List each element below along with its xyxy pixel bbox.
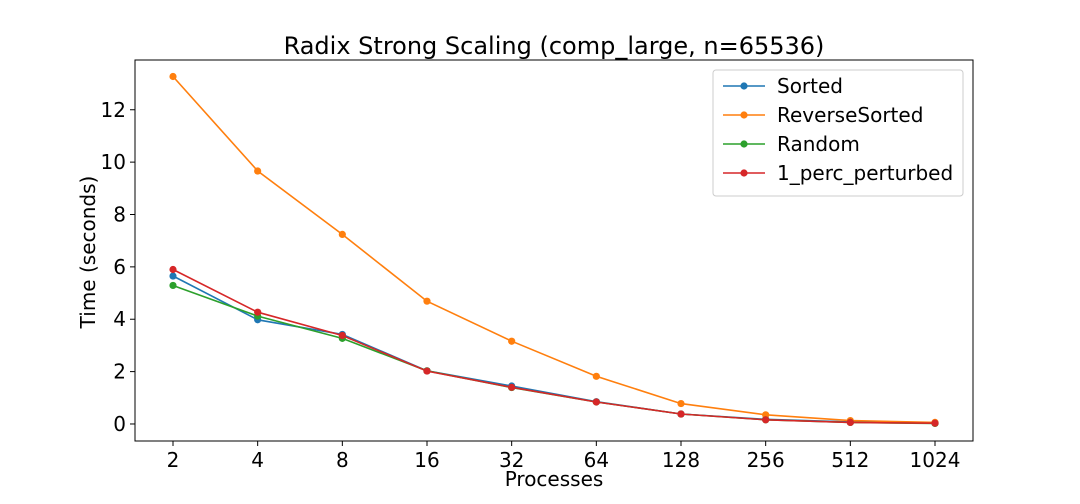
data-point-reversesorted: [508, 337, 516, 345]
data-point-1-perc-perturbed: [338, 331, 346, 340]
x-tick-label: 64: [584, 448, 609, 472]
legend-label: ReverseSorted: [777, 103, 923, 127]
plot-area: 2 4 8 16 32 64 128 256 512 1024 0 2 4 6 8 10 12: [101, 59, 974, 472]
x-tick-label: 128: [662, 448, 700, 472]
x-axis-label: Processes: [505, 467, 604, 491]
data-point-reversesorted: [338, 230, 346, 238]
series-line-random: [172, 284, 936, 425]
series-line-1-perc-perturbed: [172, 268, 936, 424]
x-tick-label: 8: [336, 448, 349, 472]
series-line-reversesorted: [172, 75, 936, 424]
chart-title: Radix Strong Scaling (comp_large, n=6553…: [284, 32, 825, 60]
data-point-reversesorted: [677, 399, 685, 408]
x-tick-label: 4: [251, 448, 264, 472]
y-tick-label: 0: [113, 412, 126, 436]
data-point-1-perc-perturbed: [846, 418, 854, 427]
x-tick-label: 32: [499, 448, 524, 472]
y-tick-label: 6: [113, 255, 126, 279]
y-tick-label: 2: [113, 360, 126, 384]
x-tick-label: 256: [747, 448, 785, 472]
legend-box: [712, 69, 964, 197]
legend-marker: [740, 140, 748, 148]
data-point-1-perc-perturbed: [592, 398, 600, 406]
data-point-reversesorted: [762, 411, 770, 419]
series-line-sorted: [172, 275, 936, 424]
y-tick-label: 12: [101, 98, 126, 122]
data-point-1-perc-perturbed: [423, 367, 431, 375]
data-point-reversesorted: [423, 297, 431, 305]
data-point-1-perc-perturbed: [931, 419, 939, 427]
x-tick-label: 16: [414, 448, 439, 472]
data-point-1-perc-perturbed: [762, 416, 770, 424]
legend: Sorted ReverseSorted Random 1_perc_perturbe…: [712, 69, 964, 197]
y-axis-label: Time (seconds): [76, 176, 100, 330]
legend-marker: [740, 111, 748, 119]
data-point-1-perc-perturbed: [169, 265, 177, 274]
x-tick-label: 2: [167, 448, 180, 472]
data-point-reversesorted: [254, 167, 262, 175]
data-point-sorted: [169, 272, 177, 280]
legend-label: Sorted: [777, 74, 843, 98]
legend-label: 1_perc_perturbed: [777, 161, 953, 185]
y-tick-label: 4: [113, 307, 126, 331]
plot-frame: [134, 59, 974, 442]
data-point-random: [169, 281, 177, 290]
data-point-1-perc-perturbed: [677, 410, 685, 418]
y-tick-label: 10: [101, 150, 126, 174]
y-tick-label: 8: [113, 202, 126, 226]
legend-label: Random: [777, 132, 860, 156]
data-point-reversesorted: [169, 72, 177, 81]
x-tick-label: 1024: [910, 448, 961, 472]
legend-marker: [740, 82, 748, 90]
legend-marker: [740, 169, 748, 177]
x-tick-label: 512: [831, 448, 869, 472]
data-point-1-perc-perturbed: [254, 308, 262, 316]
data-point-reversesorted: [592, 372, 600, 380]
data-point-1-perc-perturbed: [508, 383, 516, 391]
